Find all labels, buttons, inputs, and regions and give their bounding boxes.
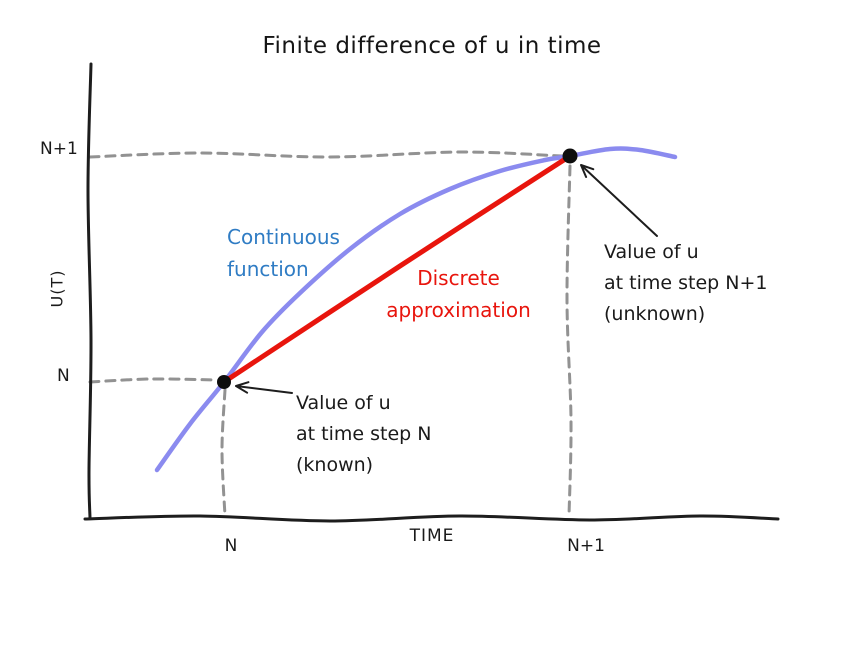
continuous-function-label-line1: Continuous bbox=[227, 225, 340, 249]
annotation-known-line1: Value of u bbox=[296, 392, 391, 414]
known-point-dot bbox=[217, 375, 231, 389]
annotation-known-line3: (known) bbox=[296, 454, 374, 476]
x-tick-label-n: N bbox=[224, 536, 238, 556]
continuous-function-label: Continuous function bbox=[227, 221, 340, 285]
chart-title: Finite difference of u in time bbox=[262, 33, 602, 59]
y-tick-label-n-plus-1: N+1 bbox=[40, 139, 78, 159]
discrete-approximation-label-line1: Discrete bbox=[417, 266, 500, 290]
arrow-to-unknown-point bbox=[580, 164, 658, 237]
annotation-unknown-line3: (unknown) bbox=[604, 303, 706, 325]
guide-dash-vertical-n bbox=[220, 388, 227, 518]
annotation-unknown-value: Value of u at time step N+1 (unknown) bbox=[604, 237, 767, 330]
x-axis-line bbox=[83, 514, 780, 523]
guide-dash-vertical-n-plus-1 bbox=[565, 164, 573, 518]
annotation-known-line2: at time step N bbox=[296, 423, 432, 445]
annotation-known-value: Value of u at time step N (known) bbox=[296, 388, 431, 481]
discrete-approximation-label-line2: approximation bbox=[386, 298, 531, 322]
guide-dash-horizontal-n-plus-1 bbox=[88, 150, 564, 159]
arrow-to-known-point bbox=[235, 381, 293, 394]
discrete-approximation-label: Discrete approximation bbox=[366, 262, 551, 326]
unknown-point-dot bbox=[562, 148, 578, 164]
continuous-function-label-line2: function bbox=[227, 257, 309, 281]
annotation-unknown-line2: at time step N+1 bbox=[604, 272, 768, 294]
x-tick-label-n-plus-1: N+1 bbox=[567, 536, 605, 556]
discrete-approximation-line bbox=[221, 153, 573, 385]
annotation-unknown-line1: Value of u bbox=[604, 241, 699, 263]
x-axis-label: TIME bbox=[409, 526, 455, 546]
continuous-function-curve bbox=[154, 146, 678, 473]
y-axis-line bbox=[86, 62, 93, 520]
guide-dash-horizontal-n bbox=[88, 377, 218, 384]
y-tick-label-n: N bbox=[57, 366, 70, 386]
